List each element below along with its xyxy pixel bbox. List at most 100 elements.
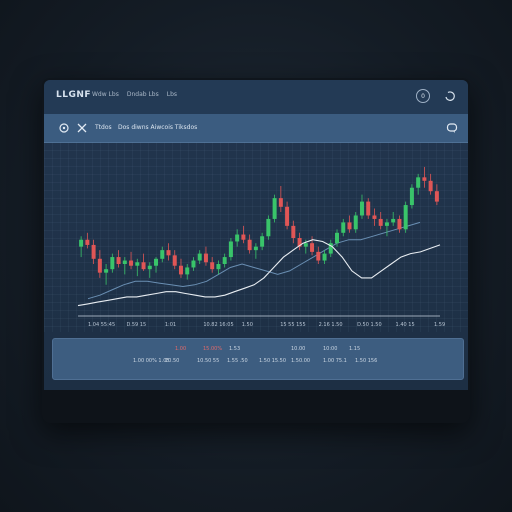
candle-body xyxy=(416,177,421,188)
candle[interactable] xyxy=(353,212,358,233)
candle-body xyxy=(297,238,302,247)
candle-body xyxy=(422,177,427,181)
nav-item-1[interactable]: Wdw Lbs xyxy=(92,91,119,98)
candle[interactable] xyxy=(129,251,134,270)
candle-body xyxy=(260,236,265,247)
candle[interactable] xyxy=(135,258,140,277)
candle[interactable] xyxy=(197,250,202,264)
candle-body xyxy=(104,269,109,273)
x-tick-label: 10.82 16:05 xyxy=(203,322,234,328)
candle-body xyxy=(328,243,333,254)
settings-icon[interactable] xyxy=(58,122,70,134)
candle[interactable] xyxy=(291,220,296,244)
candle[interactable] xyxy=(378,212,383,230)
candle-body xyxy=(147,265,152,270)
candle-body xyxy=(409,187,414,206)
candle[interactable] xyxy=(335,229,340,247)
candle[interactable] xyxy=(185,264,190,280)
crosshair-icon[interactable] xyxy=(76,122,88,134)
candle[interactable] xyxy=(110,253,115,273)
candle[interactable] xyxy=(122,257,127,275)
candle[interactable] xyxy=(228,238,233,261)
refresh-button[interactable] xyxy=(443,89,457,103)
x-tick-label: 2.16 1.50 xyxy=(318,322,343,328)
candle[interactable] xyxy=(391,212,396,226)
candle[interactable] xyxy=(422,166,427,188)
x-tick-label: D.59 15 xyxy=(126,322,147,328)
x-tick-label: 15 55 155 xyxy=(280,322,306,328)
candle[interactable] xyxy=(272,194,277,223)
candle[interactable] xyxy=(372,208,377,226)
candle[interactable] xyxy=(285,201,290,230)
candle[interactable] xyxy=(241,225,246,244)
candle[interactable] xyxy=(178,258,183,278)
chat-icon[interactable] xyxy=(446,122,458,134)
candle[interactable] xyxy=(322,250,327,264)
candle-body xyxy=(228,241,233,258)
candle[interactable] xyxy=(428,173,433,195)
stat-cell: 1.00 00% 1.05 xyxy=(133,358,170,364)
candle[interactable] xyxy=(154,257,159,273)
stat-cell: 10.50 xyxy=(165,358,180,364)
candle[interactable] xyxy=(104,264,109,285)
candle[interactable] xyxy=(91,239,96,264)
candle[interactable] xyxy=(216,260,221,275)
candle[interactable] xyxy=(434,184,439,206)
candle[interactable] xyxy=(147,262,152,278)
candle[interactable] xyxy=(397,215,402,233)
candle[interactable] xyxy=(266,215,271,240)
stat-cell: 1.53 xyxy=(229,346,241,352)
candle[interactable] xyxy=(403,201,408,233)
refresh-icon xyxy=(445,91,455,101)
candle[interactable] xyxy=(85,232,90,249)
candle[interactable] xyxy=(297,232,302,251)
candle[interactable] xyxy=(366,198,371,219)
app-window: LLGNF Wdw Lbs Dndab Lbs Lbs 0 xyxy=(44,80,468,390)
series-line-blue xyxy=(87,221,421,300)
candle[interactable] xyxy=(160,246,165,263)
candle[interactable] xyxy=(359,194,364,219)
candle-body xyxy=(135,262,140,266)
candle-body xyxy=(191,260,196,268)
candle[interactable] xyxy=(384,218,389,237)
candle[interactable] xyxy=(316,246,321,264)
candle[interactable] xyxy=(341,218,346,237)
candle[interactable] xyxy=(222,253,227,268)
account-button-label: 0 xyxy=(421,92,425,100)
price-chart[interactable] xyxy=(44,142,468,332)
candle[interactable] xyxy=(310,236,315,256)
app-logo: LLGNF xyxy=(56,90,92,100)
candle[interactable] xyxy=(347,215,352,233)
candle[interactable] xyxy=(203,246,208,266)
candle-body xyxy=(110,257,115,270)
candle[interactable] xyxy=(235,229,240,247)
candle[interactable] xyxy=(253,243,258,259)
candle[interactable] xyxy=(278,186,283,212)
candle[interactable] xyxy=(172,250,177,270)
candle-body xyxy=(403,205,408,230)
candle[interactable] xyxy=(116,250,121,268)
candle[interactable] xyxy=(416,173,421,195)
nav-item-3[interactable]: Lbs xyxy=(166,91,178,98)
candle-body xyxy=(303,243,308,247)
chart-area[interactable] xyxy=(44,142,468,332)
candle[interactable] xyxy=(409,184,414,209)
candle[interactable] xyxy=(166,243,171,261)
stat-cell: 10.50 55 xyxy=(197,358,220,364)
candle[interactable] xyxy=(328,239,333,258)
candle[interactable] xyxy=(247,234,252,254)
candle[interactable] xyxy=(97,250,102,278)
candle[interactable] xyxy=(260,232,265,251)
candle-body xyxy=(222,257,227,264)
candle-body xyxy=(141,262,146,270)
candle-body xyxy=(91,244,96,259)
candle[interactable] xyxy=(141,253,146,271)
nav-item-2[interactable]: Dndab Lbs xyxy=(126,91,159,98)
x-tick-label: 1.40 15 xyxy=(395,322,415,328)
candle[interactable] xyxy=(210,257,215,273)
candle[interactable] xyxy=(79,236,84,258)
candle-body xyxy=(116,257,121,264)
candle[interactable] xyxy=(191,257,196,271)
candle-body xyxy=(160,250,165,259)
account-button[interactable]: 0 xyxy=(416,89,430,103)
